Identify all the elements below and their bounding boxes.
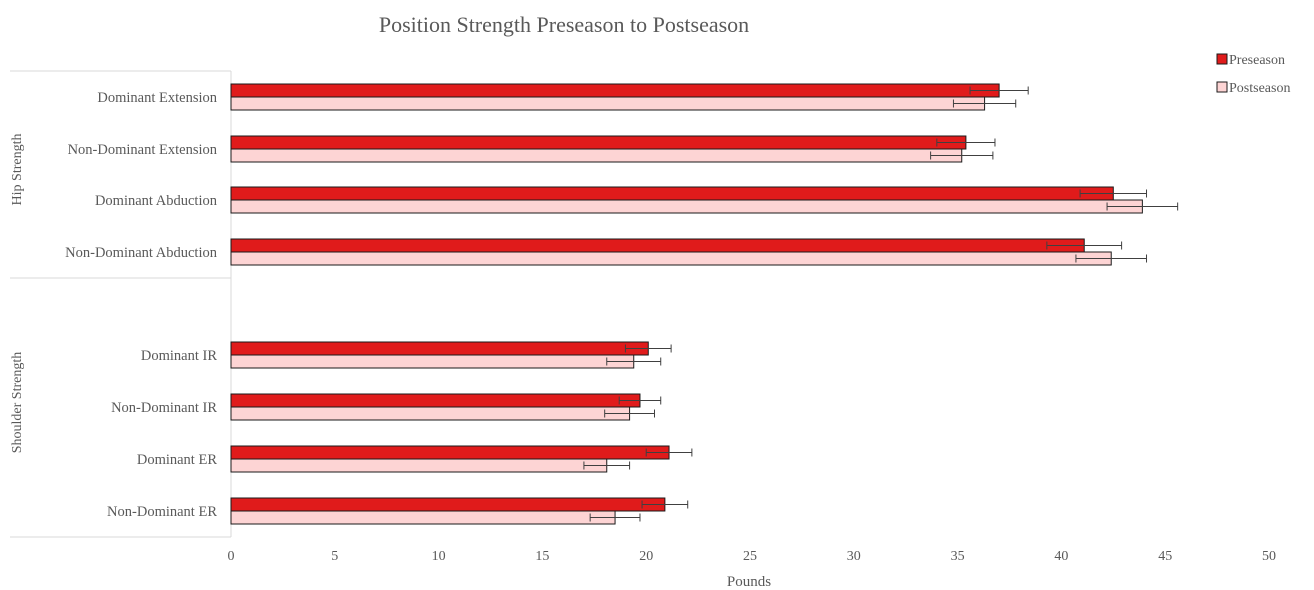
category-label: Non-Dominant Extension [68, 142, 218, 158]
preseason-bar [230, 238, 1085, 253]
group-label-hip: Hip Strength [10, 134, 25, 206]
error-bars [583, 86, 1179, 522]
category-labels: Dominant Extension Non-Dominant Extension… [65, 90, 218, 520]
category-label: Dominant Extension [97, 90, 217, 106]
postseason-error-bar [606, 357, 662, 366]
x-tick-label: 40 [1054, 549, 1068, 564]
chart-title: Position Strength Preseason to Postseaso… [379, 12, 749, 37]
x-tick-label: 50 [1262, 549, 1276, 564]
preseason-bar [230, 393, 641, 408]
category-label: Non-Dominant IR [111, 400, 217, 416]
postseason-bar [230, 458, 608, 473]
preseason-legend-label: Preseason [1229, 53, 1285, 68]
postseason-bar [230, 251, 1112, 266]
postseason-bar [230, 406, 631, 421]
x-tick-label: 0 [228, 549, 235, 564]
postseason-error-bar [583, 461, 631, 470]
postseason-error-bar [930, 151, 994, 160]
postseason-bar [230, 199, 1143, 214]
x-axis-ticks: 0 5 10 15 20 25 30 35 40 45 50 [228, 549, 1277, 564]
preseason-error-bar [969, 86, 1029, 95]
legend: Preseason Postseason [1216, 53, 1290, 96]
preseason-error-bar [645, 448, 693, 457]
preseason-bar [230, 341, 649, 356]
category-label: Non-Dominant ER [107, 504, 217, 520]
bars [230, 83, 1143, 525]
category-label: Dominant Abduction [95, 193, 218, 209]
group-label-shoulder: Shoulder Strength [10, 352, 25, 454]
x-tick-label: 15 [535, 549, 549, 564]
preseason-bar [230, 83, 1000, 98]
x-tick-label: 10 [432, 549, 446, 564]
x-tick-label: 20 [639, 549, 653, 564]
preseason-error-bar [1079, 189, 1148, 198]
postseason-error-bar [1075, 254, 1148, 263]
category-label: Dominant IR [141, 348, 217, 364]
postseason-bar [230, 510, 616, 525]
group-labels: Hip Strength Shoulder Strength [10, 134, 25, 454]
preseason-error-bar [618, 396, 662, 405]
preseason-bar [230, 497, 666, 512]
preseason-error-bar [624, 344, 672, 353]
postseason-error-bar [604, 409, 656, 418]
preseason-error-bar [1046, 241, 1123, 250]
x-tick-label: 35 [951, 549, 965, 564]
postseason-bar [230, 354, 635, 369]
preseason-bar [230, 135, 967, 150]
x-tick-label: 25 [743, 549, 757, 564]
preseason-bar [230, 186, 1114, 201]
preseason-legend-swatch [1216, 53, 1228, 65]
postseason-legend-swatch [1216, 81, 1228, 93]
x-tick-label: 30 [847, 549, 861, 564]
preseason-error-bar [641, 500, 689, 509]
x-tick-label: 45 [1158, 549, 1172, 564]
preseason-bar [230, 445, 670, 460]
category-label: Dominant ER [137, 452, 217, 468]
preseason-error-bar [936, 138, 996, 147]
postseason-bar [230, 96, 986, 111]
postseason-error-bar [589, 513, 641, 522]
postseason-legend-label: Postseason [1229, 81, 1290, 96]
x-tick-label: 5 [331, 549, 338, 564]
category-label: Non-Dominant Abduction [65, 245, 218, 261]
x-axis-title: Pounds [727, 574, 771, 590]
postseason-bar [230, 148, 963, 163]
postseason-error-bar [952, 99, 1017, 108]
postseason-error-bar [1106, 202, 1179, 211]
